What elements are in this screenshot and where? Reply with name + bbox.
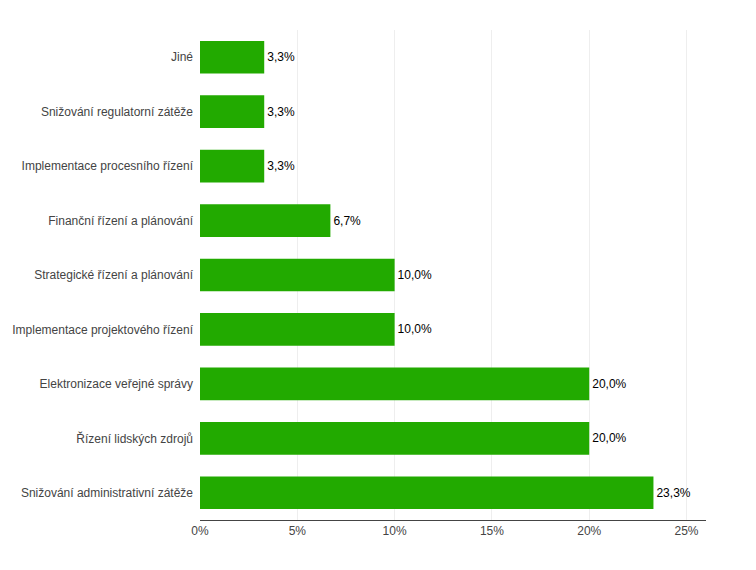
svg-text:0%: 0%: [191, 524, 209, 538]
svg-text:Implementace projektového říze: Implementace projektového řízení: [12, 323, 193, 337]
svg-text:10,0%: 10,0%: [398, 322, 432, 336]
svg-text:25%: 25%: [675, 524, 699, 538]
svg-text:3,3%: 3,3%: [267, 159, 295, 173]
svg-text:Implementace procesního řízení: Implementace procesního řízení: [22, 159, 194, 173]
svg-text:6,7%: 6,7%: [333, 214, 361, 228]
svg-text:23,3%: 23,3%: [656, 486, 690, 500]
svg-text:15%: 15%: [480, 524, 504, 538]
svg-text:Elektronizace veřejné správy: Elektronizace veřejné správy: [40, 377, 193, 391]
svg-text:20,0%: 20,0%: [592, 431, 626, 445]
svg-text:20%: 20%: [577, 524, 601, 538]
svg-text:Strategické řízení a plánování: Strategické řízení a plánování: [34, 268, 193, 282]
svg-text:3,3%: 3,3%: [267, 50, 295, 64]
svg-text:10%: 10%: [383, 524, 407, 538]
svg-text:Finanční řízení a plánování: Finanční řízení a plánování: [48, 214, 193, 228]
svg-text:5%: 5%: [289, 524, 307, 538]
svg-text:10,0%: 10,0%: [398, 268, 432, 282]
svg-text:Řízení lidských zdrojů: Řízení lidských zdrojů: [76, 431, 193, 446]
svg-text:Jiné: Jiné: [171, 50, 193, 64]
svg-text:3,3%: 3,3%: [267, 105, 295, 119]
svg-text:Snižování regulatorní zátěže: Snižování regulatorní zátěže: [41, 105, 193, 119]
svg-text:Snižování administrativní zátě: Snižování administrativní zátěže: [21, 486, 193, 500]
svg-text:20,0%: 20,0%: [592, 377, 626, 391]
